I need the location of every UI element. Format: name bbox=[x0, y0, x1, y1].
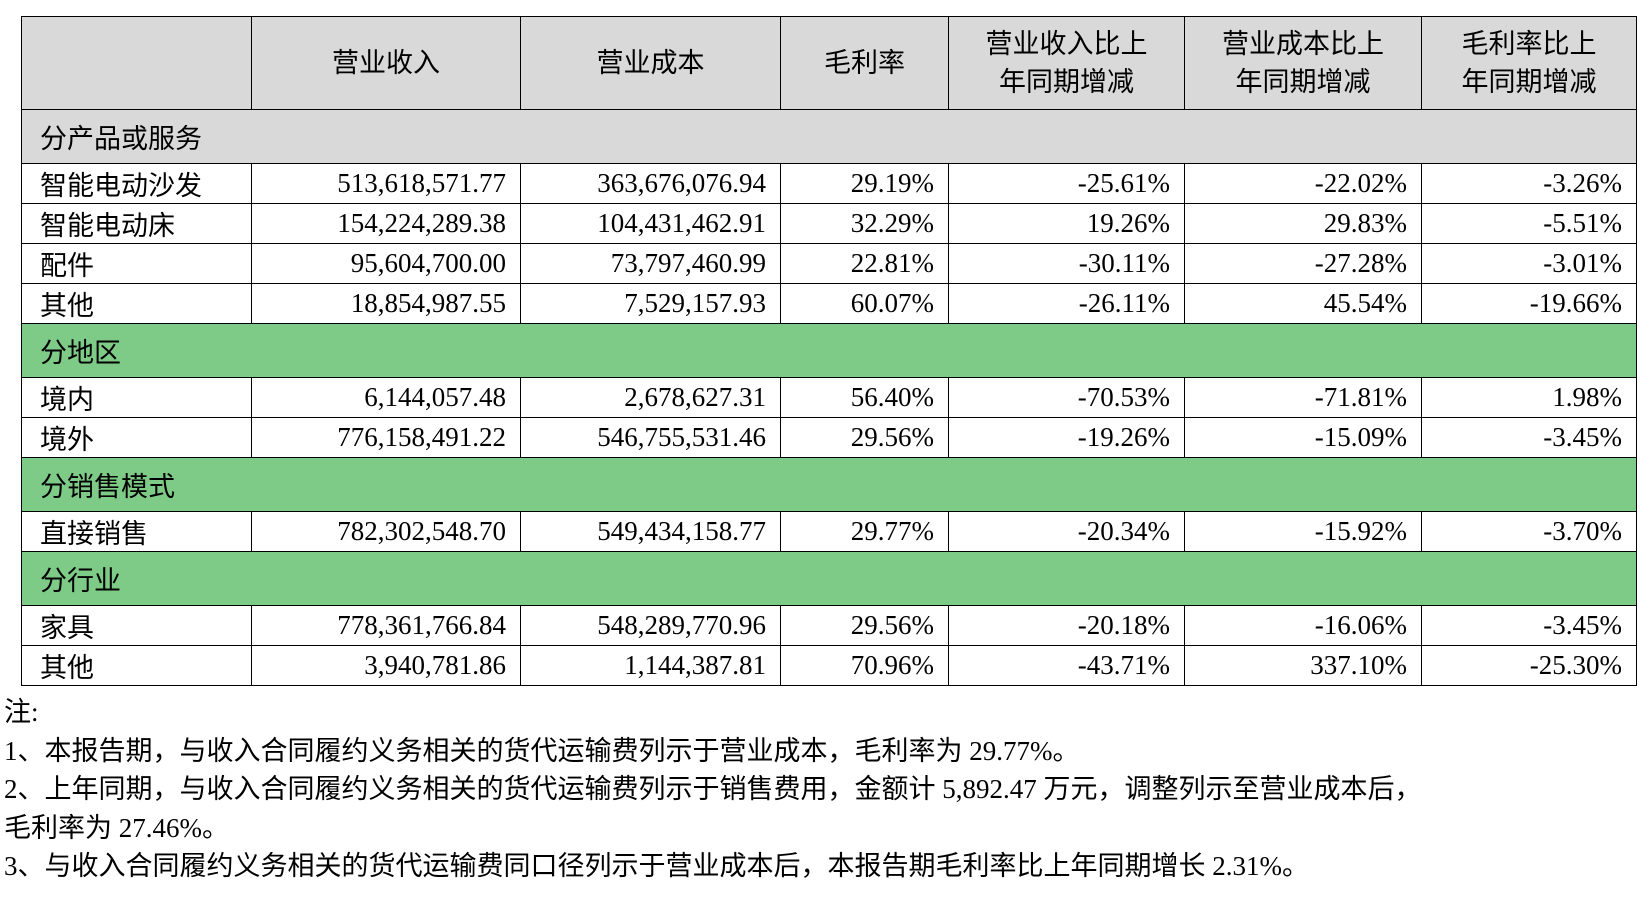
section-row: 分行业 bbox=[21, 551, 1637, 606]
cell: -3.26% bbox=[1421, 163, 1637, 204]
row-label: 智能电动沙发 bbox=[21, 163, 252, 204]
section-title: 分行业 bbox=[21, 551, 1637, 606]
cell: 7,529,157.93 bbox=[520, 283, 781, 324]
cell: -3.45% bbox=[1421, 417, 1637, 458]
cell: -20.34% bbox=[948, 511, 1185, 552]
data-row: 家具 778,361,766.84 548,289,770.96 29.56% -20.… bbox=[21, 605, 1637, 646]
cell: 3,940,781.86 bbox=[251, 645, 521, 686]
data-row: 境内 6,144,057.48 2,678,627.31 56.40% -70.53% -… bbox=[21, 377, 1637, 418]
row-label: 家具 bbox=[21, 605, 252, 646]
data-row: 智能电动床 154,224,289.38 104,431,462.91 32.29% 1… bbox=[21, 203, 1637, 244]
row-label: 境内 bbox=[21, 377, 252, 418]
cell: 363,676,076.94 bbox=[520, 163, 781, 204]
cell: 22.81% bbox=[780, 243, 949, 284]
column-header: 毛利率 bbox=[780, 16, 949, 110]
cell: 95,604,700.00 bbox=[251, 243, 521, 284]
cell: -19.26% bbox=[948, 417, 1185, 458]
cell: -3.01% bbox=[1421, 243, 1637, 284]
cell: 549,434,158.77 bbox=[520, 511, 781, 552]
cell: -20.18% bbox=[948, 605, 1185, 646]
cell: 1.98% bbox=[1421, 377, 1637, 418]
cell: -3.45% bbox=[1421, 605, 1637, 646]
cell: 29.56% bbox=[780, 605, 949, 646]
cell: 56.40% bbox=[780, 377, 949, 418]
cell: 29.77% bbox=[780, 511, 949, 552]
cell: -30.11% bbox=[948, 243, 1185, 284]
section-row: 分地区 bbox=[21, 323, 1637, 378]
cell: 776,158,491.22 bbox=[251, 417, 521, 458]
cell: -5.51% bbox=[1421, 203, 1637, 244]
cell: -43.71% bbox=[948, 645, 1185, 686]
cell: -19.66% bbox=[1421, 283, 1637, 324]
cell: -15.92% bbox=[1184, 511, 1422, 552]
column-header: 营业收入比上 年同期增减 bbox=[948, 16, 1185, 110]
cell: 546,755,531.46 bbox=[520, 417, 781, 458]
section-title: 分产品或服务 bbox=[21, 109, 1637, 164]
row-label: 其他 bbox=[21, 645, 252, 686]
cell: 2,678,627.31 bbox=[520, 377, 781, 418]
table-body: 分产品或服务 智能电动沙发 513,618,571.77 363,676,076.94… bbox=[21, 109, 1637, 686]
cell: 60.07% bbox=[780, 283, 949, 324]
corner-cell bbox=[21, 16, 252, 110]
cell: 337.10% bbox=[1184, 645, 1422, 686]
note-line: 注: bbox=[4, 697, 39, 727]
note-line: 毛利率为 27.46%。 bbox=[4, 812, 229, 843]
cell: 19.26% bbox=[948, 203, 1185, 244]
data-row: 境外 776,158,491.22 546,755,531.46 29.56% -19.… bbox=[21, 417, 1637, 458]
row-label: 其他 bbox=[21, 283, 252, 324]
header-row: 营业收入 营业成本 毛利率 营业收入比上 年同期增减 营业成本比上 年同期增减 毛利率比上… bbox=[21, 16, 1637, 110]
cell: -3.70% bbox=[1421, 511, 1637, 552]
note-line: 1、本报告期，与收入合同履约义务相关的货代运输费列示于营业成本，毛利率为 29.… bbox=[4, 735, 1080, 766]
revenue-table: 营业收入 营业成本 毛利率 营业收入比上 年同期增减 营业成本比上 年同期增减 毛利率比上… bbox=[21, 16, 1637, 686]
cell: 1,144,387.81 bbox=[520, 645, 781, 686]
data-row: 其他 3,940,781.86 1,144,387.81 70.96% -43.71% 3… bbox=[21, 645, 1637, 686]
cell: -15.09% bbox=[1184, 417, 1422, 458]
cell: 513,618,571.77 bbox=[251, 163, 521, 204]
note-line: 2、上年同期，与收入合同履约义务相关的货代运输费列示于销售费用，金额计 5,89… bbox=[4, 774, 1422, 804]
section-row: 分销售模式 bbox=[21, 457, 1637, 512]
cell: 782,302,548.70 bbox=[251, 511, 521, 552]
data-row: 直接销售 782,302,548.70 549,434,158.77 29.77% -2… bbox=[21, 511, 1637, 552]
cell: 154,224,289.38 bbox=[251, 203, 521, 244]
column-header: 营业成本 bbox=[520, 16, 781, 110]
column-header: 营业收入 bbox=[251, 16, 521, 110]
cell: 29.56% bbox=[780, 417, 949, 458]
note-line: 3、与收入合同履约义务相关的货代运输费同口径列示于营业成本后，本报告期毛利率比上… bbox=[4, 851, 1309, 881]
cell: 29.19% bbox=[780, 163, 949, 204]
cell: -70.53% bbox=[948, 377, 1185, 418]
cell: -25.30% bbox=[1421, 645, 1637, 686]
column-header: 毛利率比上 年同期增减 bbox=[1421, 16, 1637, 110]
cell: 45.54% bbox=[1184, 283, 1422, 324]
column-header: 营业成本比上 年同期增减 bbox=[1184, 16, 1422, 110]
cell: -71.81% bbox=[1184, 377, 1422, 418]
cell: 32.29% bbox=[780, 203, 949, 244]
data-row: 其他 18,854,987.55 7,529,157.93 60.07% -26.11%… bbox=[21, 283, 1637, 324]
row-label: 直接销售 bbox=[21, 511, 252, 552]
cell: 73,797,460.99 bbox=[520, 243, 781, 284]
data-row: 配件 95,604,700.00 73,797,460.99 22.81% -30.11… bbox=[21, 243, 1637, 284]
cell: 18,854,987.55 bbox=[251, 283, 521, 324]
cell: 70.96% bbox=[780, 645, 949, 686]
cell: 778,361,766.84 bbox=[251, 605, 521, 646]
section-title: 分销售模式 bbox=[21, 457, 1637, 512]
cell: 104,431,462.91 bbox=[520, 203, 781, 244]
cell: 548,289,770.96 bbox=[520, 605, 781, 646]
section-title: 分地区 bbox=[21, 323, 1637, 378]
row-label: 境外 bbox=[21, 417, 252, 458]
row-label: 配件 bbox=[21, 243, 252, 284]
section-row: 分产品或服务 bbox=[21, 109, 1637, 164]
cell: -27.28% bbox=[1184, 243, 1422, 284]
cell: -26.11% bbox=[948, 283, 1185, 324]
row-label: 智能电动床 bbox=[21, 203, 252, 244]
cell: -22.02% bbox=[1184, 163, 1422, 204]
cell: 6,144,057.48 bbox=[251, 377, 521, 418]
data-row: 智能电动沙发 513,618,571.77 363,676,076.94 29.19%… bbox=[21, 163, 1637, 204]
cell: 29.83% bbox=[1184, 203, 1422, 244]
notes: 注: 1、本报告期，与收入合同履约义务相关的货代运输费列示于营业成本，毛利率为 2… bbox=[4, 693, 1644, 886]
cell: -25.61% bbox=[948, 163, 1185, 204]
cell: -16.06% bbox=[1184, 605, 1422, 646]
